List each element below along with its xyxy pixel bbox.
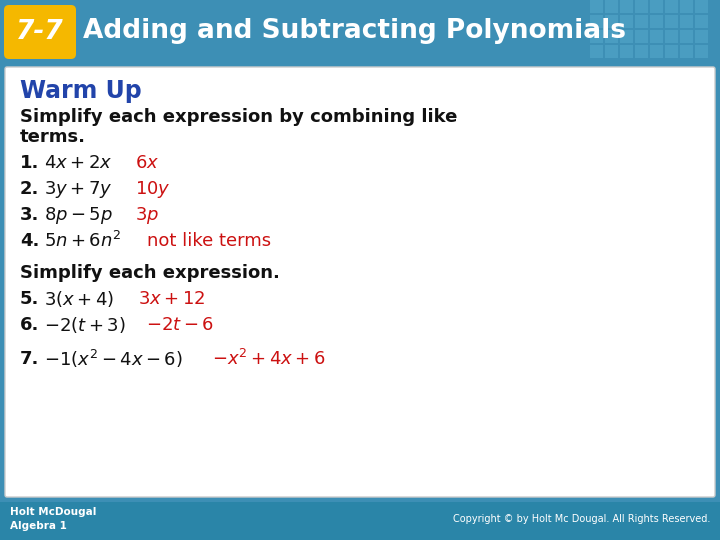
Text: Adding and Subtracting Polynomials: Adding and Subtracting Polynomials [83, 18, 626, 44]
Text: $5n + 6n^2$: $5n + 6n^2$ [44, 231, 122, 251]
FancyBboxPatch shape [680, 30, 693, 43]
FancyBboxPatch shape [0, 0, 720, 62]
Text: $8p - 5p$: $8p - 5p$ [44, 205, 113, 226]
Text: $-2t - 6$: $-2t - 6$ [146, 316, 214, 334]
FancyBboxPatch shape [620, 0, 633, 13]
Text: $-x^2 + 4x + 6$: $-x^2 + 4x + 6$ [212, 349, 325, 369]
Text: $3y + 7y$: $3y + 7y$ [44, 179, 112, 199]
Text: Holt McDougal: Holt McDougal [10, 507, 96, 517]
FancyBboxPatch shape [650, 45, 663, 58]
Text: 5.: 5. [20, 290, 40, 308]
Text: $3x + 12$: $3x + 12$ [138, 290, 205, 308]
Text: 3.: 3. [20, 206, 40, 224]
FancyBboxPatch shape [665, 15, 678, 28]
FancyBboxPatch shape [695, 45, 708, 58]
Text: Copyright © by Holt Mc Dougal. All Rights Reserved.: Copyright © by Holt Mc Dougal. All Right… [453, 514, 710, 524]
FancyBboxPatch shape [605, 45, 618, 58]
FancyBboxPatch shape [650, 0, 663, 13]
FancyBboxPatch shape [635, 30, 648, 43]
FancyBboxPatch shape [620, 45, 633, 58]
FancyBboxPatch shape [695, 15, 708, 28]
Text: $-1(x^2 - 4x - 6)$: $-1(x^2 - 4x - 6)$ [44, 348, 183, 370]
FancyBboxPatch shape [590, 30, 603, 43]
FancyBboxPatch shape [650, 30, 663, 43]
Text: 6.: 6. [20, 316, 40, 334]
FancyBboxPatch shape [5, 67, 715, 497]
FancyBboxPatch shape [605, 0, 618, 13]
FancyBboxPatch shape [4, 5, 76, 59]
FancyBboxPatch shape [590, 15, 603, 28]
Text: $3(x + 4)$: $3(x + 4)$ [44, 289, 114, 309]
FancyBboxPatch shape [605, 15, 618, 28]
Text: $4x + 2x$: $4x + 2x$ [44, 154, 112, 172]
Text: Warm Up: Warm Up [20, 79, 142, 103]
FancyBboxPatch shape [680, 0, 693, 13]
Text: $3p$: $3p$ [135, 205, 159, 226]
FancyBboxPatch shape [650, 15, 663, 28]
Text: $-2(t + 3)$: $-2(t + 3)$ [44, 315, 125, 335]
Text: Algebra 1: Algebra 1 [10, 521, 67, 531]
FancyBboxPatch shape [635, 0, 648, 13]
FancyBboxPatch shape [620, 30, 633, 43]
FancyBboxPatch shape [695, 0, 708, 13]
Text: 4.: 4. [20, 232, 40, 250]
Text: terms.: terms. [20, 128, 86, 146]
FancyBboxPatch shape [665, 0, 678, 13]
Text: 7-7: 7-7 [16, 19, 64, 45]
Text: not like terms: not like terms [147, 232, 271, 250]
Text: 2.: 2. [20, 180, 40, 198]
FancyBboxPatch shape [605, 30, 618, 43]
Text: Simplify each expression by combining like: Simplify each expression by combining li… [20, 108, 457, 126]
Text: $6x$: $6x$ [135, 154, 159, 172]
FancyBboxPatch shape [590, 45, 603, 58]
FancyBboxPatch shape [680, 45, 693, 58]
FancyBboxPatch shape [620, 15, 633, 28]
FancyBboxPatch shape [665, 45, 678, 58]
Text: 1.: 1. [20, 154, 40, 172]
FancyBboxPatch shape [635, 15, 648, 28]
Text: $10y$: $10y$ [135, 179, 171, 199]
FancyBboxPatch shape [665, 30, 678, 43]
FancyBboxPatch shape [590, 0, 603, 13]
FancyBboxPatch shape [695, 30, 708, 43]
FancyBboxPatch shape [635, 45, 648, 58]
FancyBboxPatch shape [680, 15, 693, 28]
FancyBboxPatch shape [0, 502, 720, 540]
Text: 7.: 7. [20, 350, 40, 368]
Text: Simplify each expression.: Simplify each expression. [20, 264, 280, 282]
